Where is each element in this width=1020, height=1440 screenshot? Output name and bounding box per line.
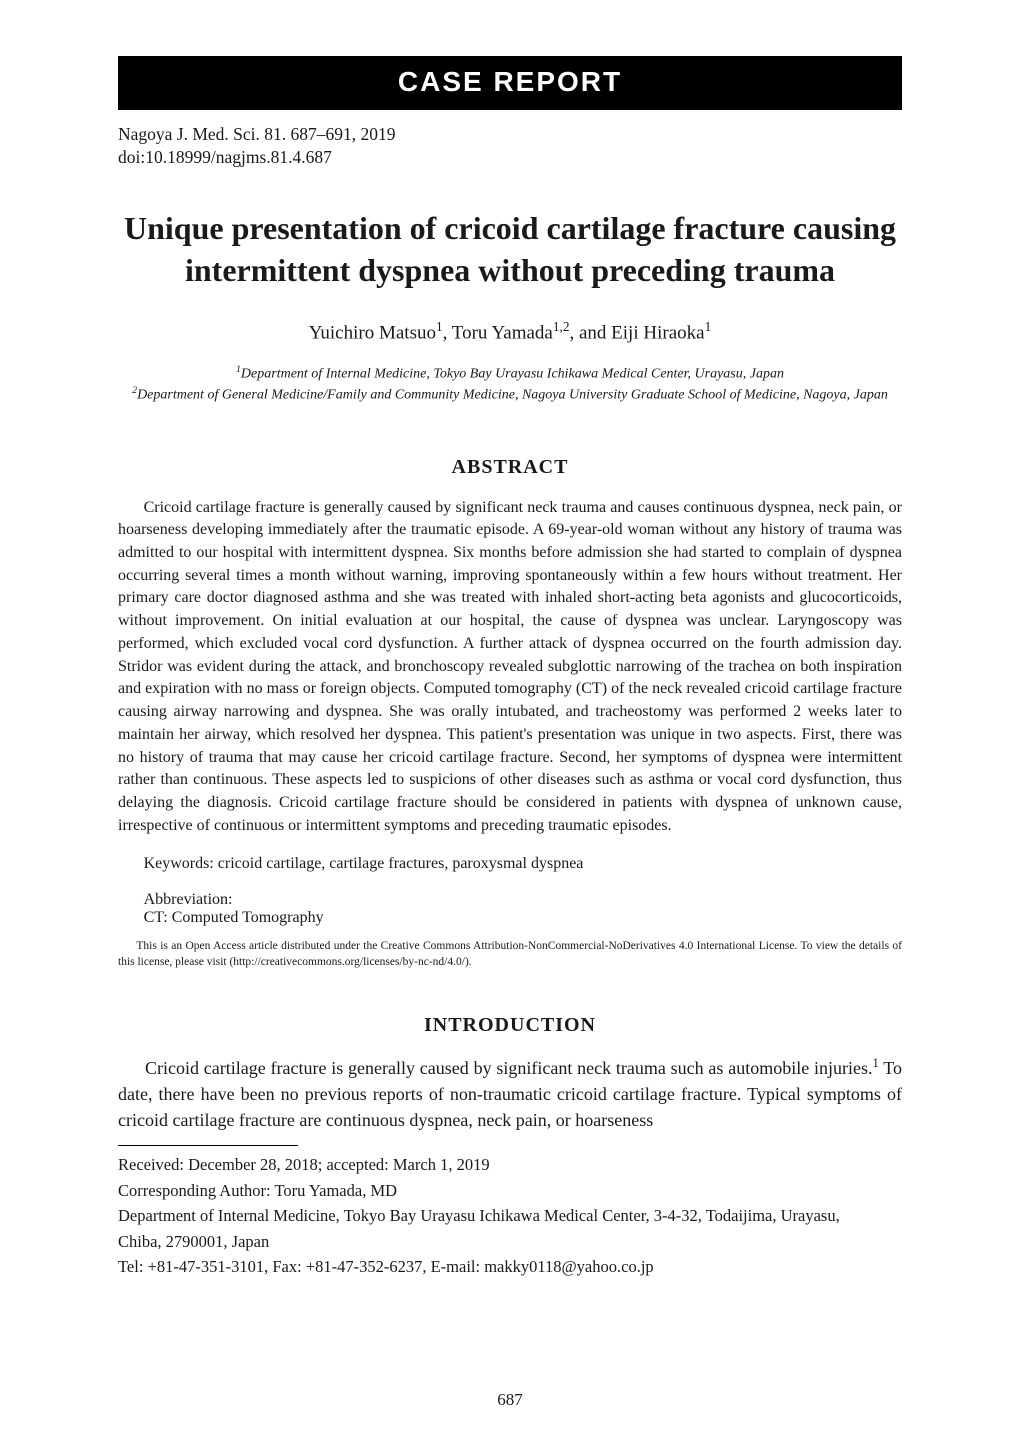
title-line-2: intermittent dyspnea without preceding t…	[185, 252, 835, 288]
journal-citation: Nagoya J. Med. Sci. 81. 687–691, 2019	[118, 124, 902, 145]
author-1: Yuichiro Matsuo	[309, 323, 436, 344]
affil-1: Department of Internal Medicine, Tokyo B…	[241, 366, 784, 381]
intro-text-pre: Cricoid cartilage fracture is generally …	[145, 1058, 872, 1078]
abbreviation-item: CT: Computed Tomography	[118, 909, 902, 927]
abbreviation-label: Abbreviation:	[118, 891, 902, 909]
page-number: 687	[0, 1390, 1020, 1410]
license-text: This is an Open Access article distribut…	[118, 939, 902, 970]
page: CASE REPORT Nagoya J. Med. Sci. 81. 687–…	[0, 0, 1020, 1440]
keywords: Keywords: cricoid cartilage, cartilage f…	[118, 855, 902, 873]
article-type-badge: CASE REPORT	[118, 56, 902, 110]
abstract-heading: ABSTRACT	[118, 456, 902, 479]
affil-2: Department of General Medicine/Family an…	[137, 388, 888, 403]
doi: doi:10.18999/nagjms.81.4.687	[118, 147, 902, 168]
affiliations: 1Department of Internal Medicine, Tokyo …	[118, 363, 902, 406]
author-1-affil-sup: 1	[436, 319, 443, 334]
footer-separator	[118, 1145, 298, 1146]
authors: Yuichiro Matsuo1, Toru Yamada1,2, and Ei…	[118, 319, 902, 344]
author-sep: , and	[569, 323, 611, 344]
author-2-affil-sup: 1,2	[553, 319, 570, 334]
title-line-1: Unique presentation of cricoid cartilage…	[124, 210, 896, 246]
corresponding-address-2: Chiba, 2790001, Japan	[118, 1229, 902, 1255]
author-3-affil-sup: 1	[705, 319, 712, 334]
author-sep: ,	[443, 323, 452, 344]
corresponding-contact: Tel: +81-47-351-3101, Fax: +81-47-352-62…	[118, 1254, 902, 1280]
author-3: Eiji Hiraoka	[611, 323, 704, 344]
corresponding-author: Corresponding Author: Toru Yamada, MD	[118, 1178, 902, 1204]
author-2: Toru Yamada	[452, 323, 553, 344]
corresponding-address-1: Department of Internal Medicine, Tokyo B…	[118, 1203, 902, 1229]
abstract-body: Cricoid cartilage fracture is generally …	[118, 497, 902, 838]
introduction-body: Cricoid cartilage fracture is generally …	[118, 1055, 902, 1133]
introduction-heading: INTRODUCTION	[118, 1014, 902, 1037]
article-title: Unique presentation of cricoid cartilage…	[118, 208, 902, 291]
received-accepted: Received: December 28, 2018; accepted: M…	[118, 1152, 902, 1178]
